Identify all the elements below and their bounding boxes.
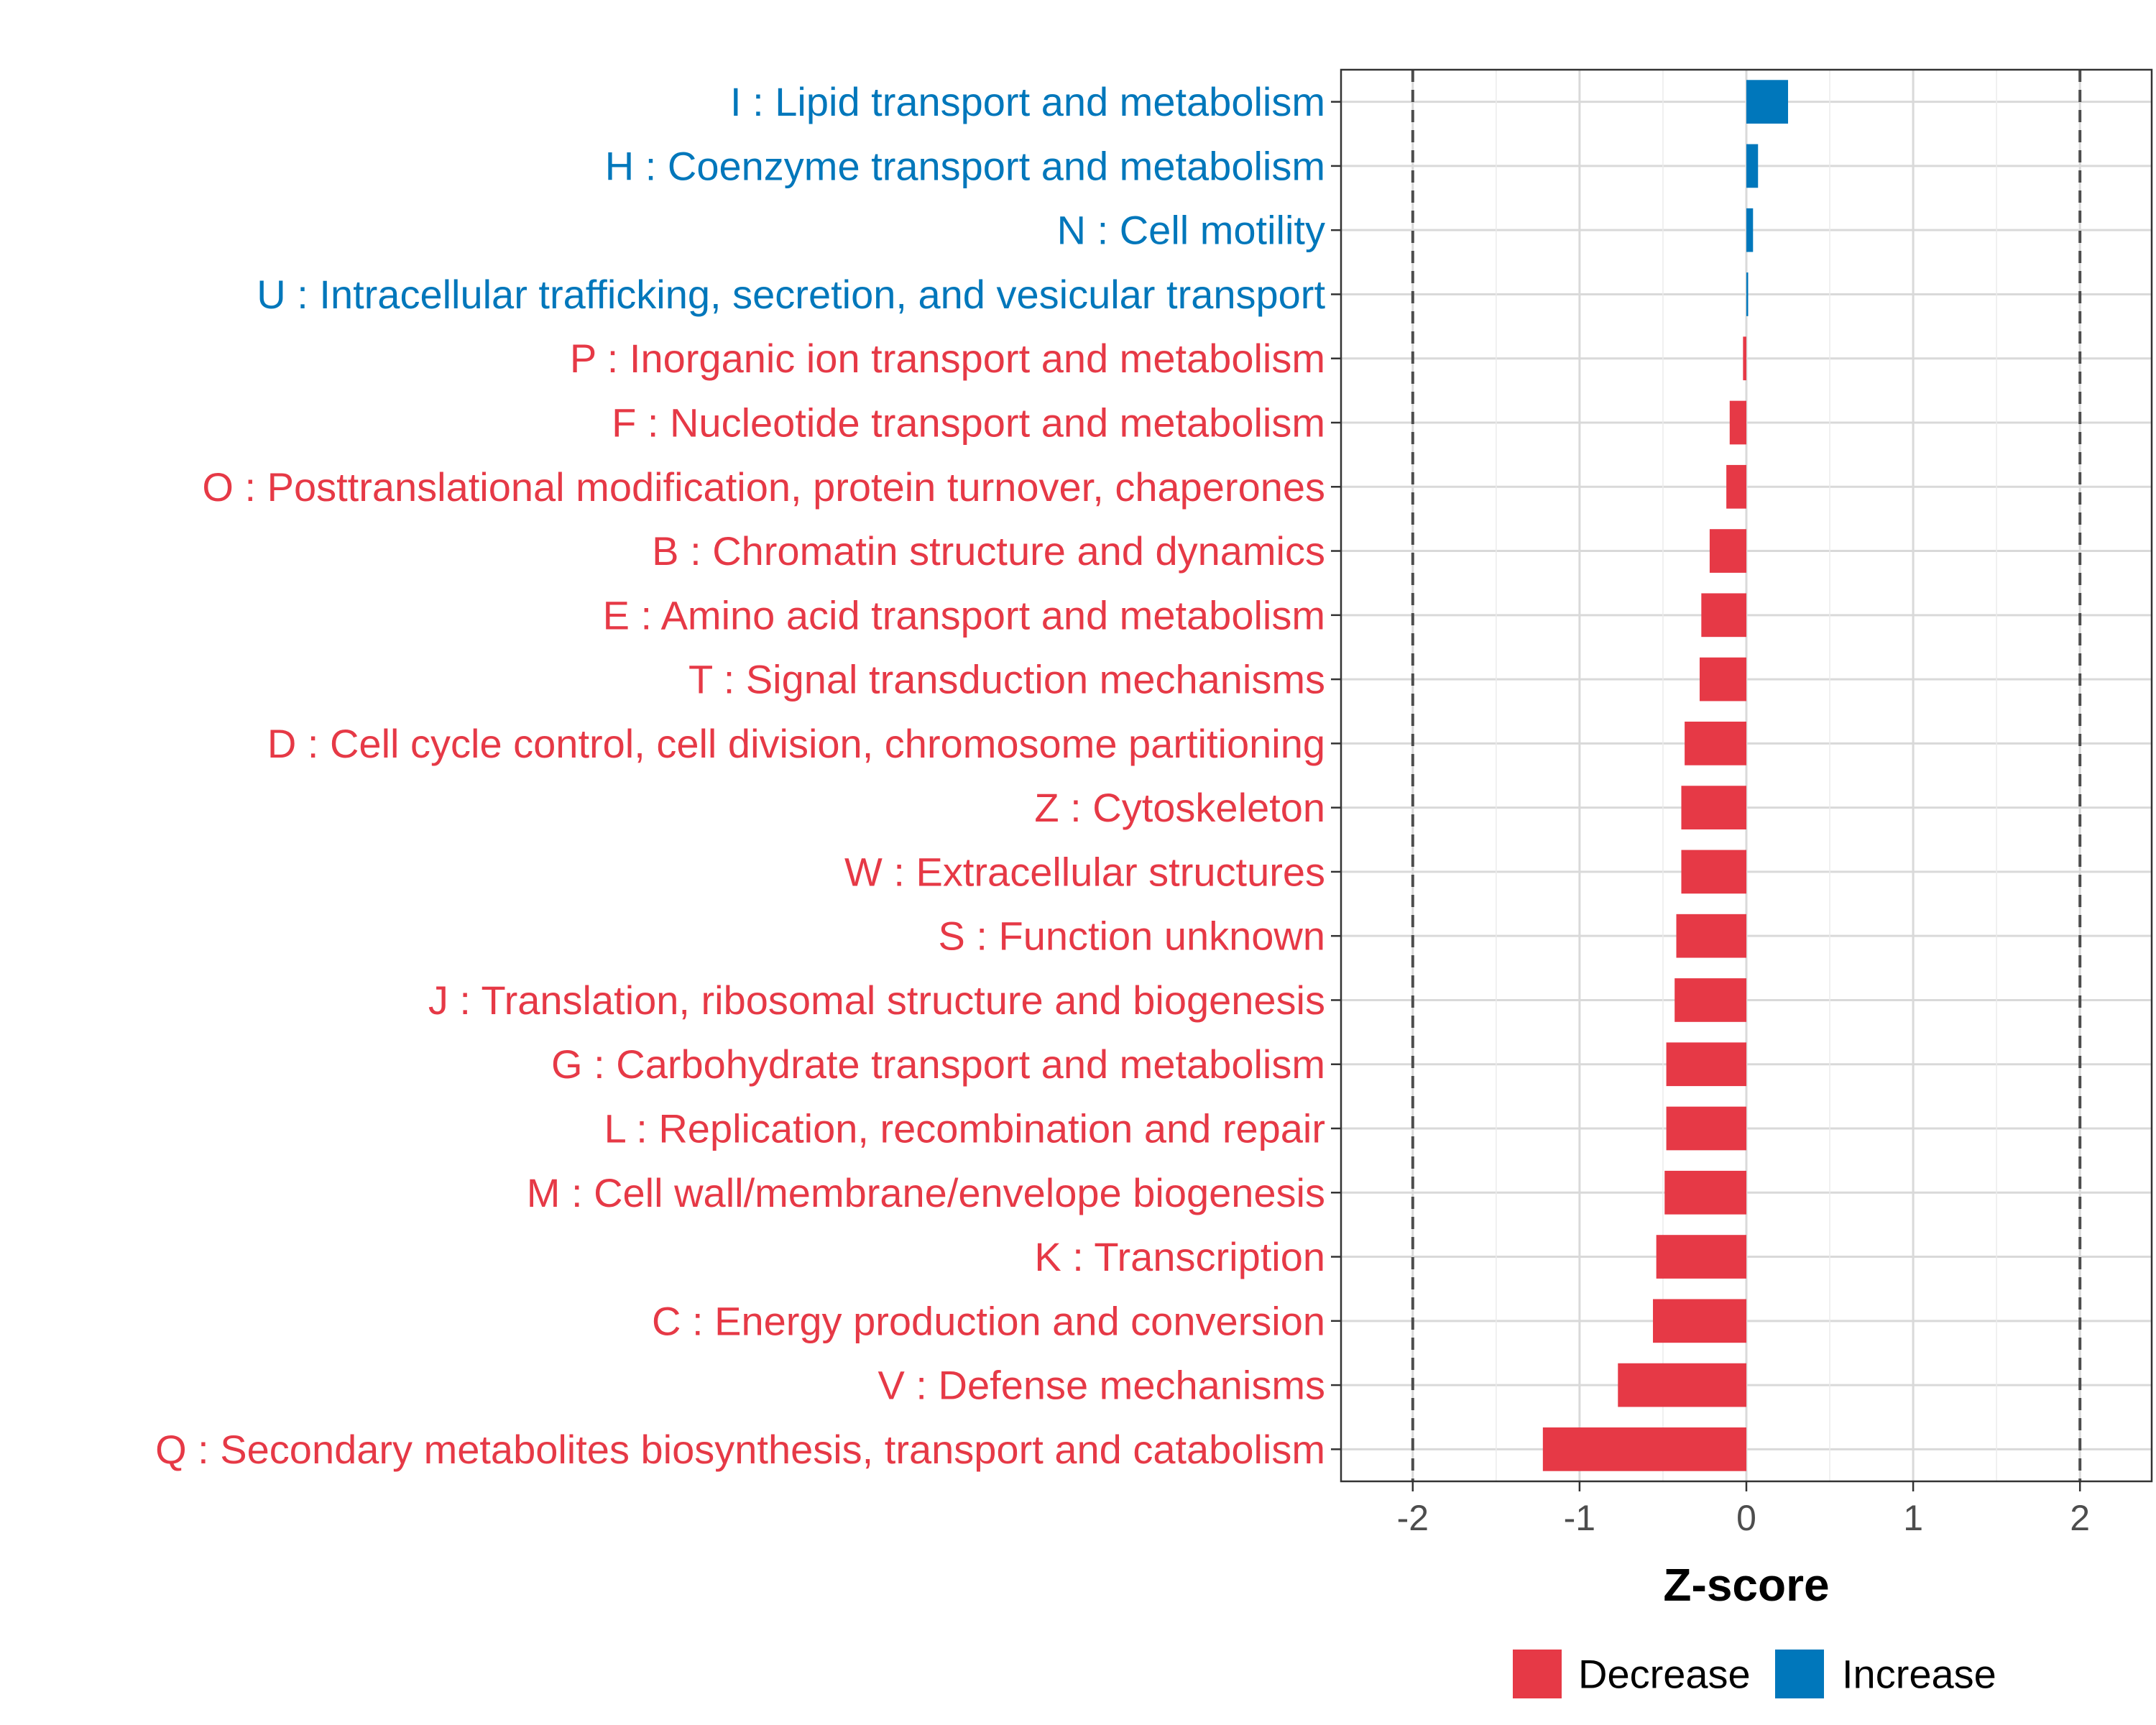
category-label: T : Signal transduction mechanisms (688, 657, 1325, 702)
category-label: M : Cell wall/membrane/envelope biogenes… (527, 1170, 1325, 1215)
x-axis-title: Z-score (1663, 1559, 1829, 1611)
legend-swatch-increase (1775, 1650, 1824, 1698)
bar (1653, 1299, 1746, 1343)
x-tick-label: 2 (2070, 1498, 2090, 1538)
category-label: I : Lipid transport and metabolism (730, 79, 1325, 124)
bar (1743, 336, 1746, 381)
bar (1746, 208, 1754, 252)
bar (1729, 400, 1746, 445)
x-tick-label: 1 (1903, 1498, 1923, 1538)
bar (1746, 144, 1759, 188)
category-label: O : Posttranslational modification, prot… (202, 464, 1325, 510)
legend-label-decrease: Decrease (1578, 1652, 1751, 1697)
bars (1542, 80, 1789, 1471)
x-tick-label: 0 (1736, 1498, 1756, 1538)
category-labels: I : Lipid transport and metabolism H : Co… (155, 79, 1325, 1472)
bar (1700, 657, 1746, 702)
category-label: B : Chromatin structure and dynamics (652, 528, 1325, 574)
category-label: D : Cell cycle control, cell division, c… (267, 721, 1325, 766)
legend-swatch-decrease (1513, 1650, 1562, 1698)
category-label: P : Inorganic ion transport and metaboli… (570, 336, 1325, 381)
bar (1726, 464, 1746, 509)
bar (1746, 272, 1749, 316)
bar (1664, 1170, 1746, 1215)
category-label: Q : Secondary metabolites biosynthesis, … (155, 1427, 1325, 1472)
category-label: Z : Cytoskeleton (1034, 785, 1325, 830)
bar (1666, 1042, 1746, 1087)
category-label: G : Carbohydrate transport and metabolis… (551, 1041, 1325, 1087)
x-tick-label: -1 (1564, 1498, 1595, 1538)
y-axis-ticks (1331, 101, 1341, 1450)
category-label: F : Nucleotide transport and metabolism (612, 400, 1325, 446)
legend: Decrease Increase (1513, 1650, 1996, 1698)
category-label: U : Intracellular trafficking, secretion… (257, 272, 1325, 317)
category-label: S : Function unknown (938, 914, 1325, 959)
bar (1746, 80, 1789, 124)
bar (1701, 593, 1746, 638)
category-label: V : Defense mechanisms (878, 1363, 1325, 1408)
x-axis-ticks: -2 -1 0 1 2 (1397, 1481, 2090, 1538)
bar (1674, 978, 1746, 1022)
category-label: N : Cell motility (1057, 208, 1325, 253)
bar (1681, 850, 1746, 894)
legend-label-increase: Increase (1842, 1652, 1996, 1697)
category-label: J : Translation, ribosomal structure and… (428, 978, 1325, 1023)
category-label: E : Amino acid transport and metabolism (603, 592, 1325, 638)
bar (1709, 529, 1746, 573)
x-tick-label: -2 (1397, 1498, 1429, 1538)
category-label: W : Extracellular structures (844, 849, 1325, 894)
bar (1542, 1427, 1746, 1471)
bar (1681, 786, 1746, 829)
category-label: K : Transcription (1034, 1234, 1325, 1279)
bar (1666, 1106, 1746, 1151)
bar (1656, 1235, 1746, 1279)
category-label: C : Energy production and conversion (652, 1298, 1325, 1343)
bar (1685, 722, 1746, 765)
reference-lines (1411, 70, 2082, 1481)
category-label: H : Coenzyme transport and metabolism (605, 143, 1325, 188)
category-label: L : Replication, recombination and repai… (604, 1106, 1325, 1151)
bar (1618, 1363, 1746, 1407)
bar (1676, 914, 1746, 958)
